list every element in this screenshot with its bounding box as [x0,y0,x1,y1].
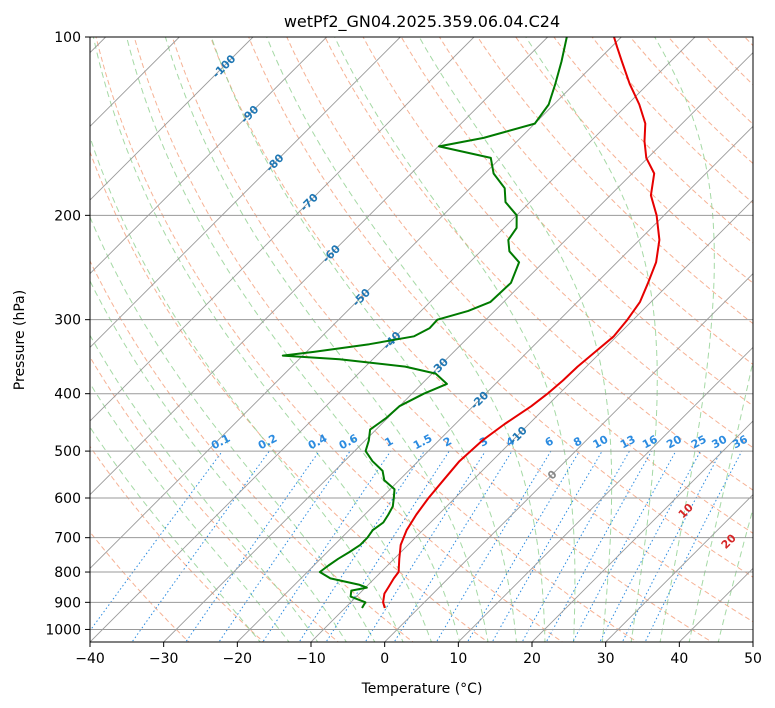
x-tick-label: 20 [523,651,541,667]
y-tick-label: 500 [54,444,81,460]
mixing-ratio-lines [90,450,743,642]
x-tick-label: 40 [670,651,688,667]
isotherm-line [605,494,753,642]
mixing-ratio-line [131,450,270,642]
mixing-ratio-line [466,450,580,642]
isotherm-line [384,273,753,642]
mixing-ratio-line [185,450,320,642]
x-tick-label: 0 [380,651,389,667]
mixing-ratio-line [393,450,513,642]
isotherm-line [163,52,753,642]
mixing-ratio-label: 10 [591,433,611,452]
x-tick-label: 30 [597,651,615,667]
dry-adiabat-line [171,37,713,642]
x-tick-label: −30 [149,651,179,667]
temperature-profile-line [382,37,661,609]
mixing-ratio-line [621,450,722,642]
mixing-ratio-label: 13 [618,433,638,452]
y-axis: 100 200 300 400 500 600 700 800 900 1000 [45,30,90,638]
y-tick-label: 700 [54,531,81,547]
plot-area [90,37,753,642]
isotherm-line [458,346,753,642]
mixing-ratio-line [599,450,701,642]
isotherm-line [90,37,475,422]
mixing-ratio-label: 20 [664,433,684,452]
mixing-ratio-line [325,450,450,642]
x-tick-label: −40 [75,651,105,667]
dry-adiabat-line [324,37,753,491]
mixing-ratio-line [262,450,392,642]
y-tick-label: 600 [54,491,81,507]
mixing-ratio-line [218,450,351,642]
plot-frame [89,36,754,643]
mixing-ratio-line [364,450,486,642]
y-tick-label: 1000 [45,622,81,638]
y-tick-label: 400 [54,387,81,403]
mixing-ratio-line [298,450,425,642]
y-tick-label: 100 [54,30,81,46]
isotherm-line [90,37,622,569]
x-axis-title: Temperature (°C) [361,681,483,697]
isotherm-line [237,125,753,642]
dry-adiabat-line [286,37,753,534]
dry-adiabat-line [438,37,753,366]
isotherm-line [90,37,327,275]
isotherm-line [310,199,753,642]
x-tick-label: −20 [223,651,253,667]
x-axis: −40 −30 −20 −10 0 10 20 30 40 50 [75,642,762,667]
pressure-gridlines [90,37,753,630]
dewpoint-profile-line [281,37,568,609]
dry-adiabat-line [90,150,489,642]
mixing-ratio-label: 30 [710,433,730,452]
y-tick-label: 800 [54,565,81,581]
chart-title: wetPf2_GN04.2025.359.06.04.C24 [284,12,560,32]
isotherm-line [90,37,401,348]
mixing-ratio-line [572,450,677,642]
y-tick-label: 200 [54,208,81,224]
mixing-ratio-label: 16 [640,433,660,452]
y-tick-label: 300 [54,313,81,329]
isotherms [90,37,753,642]
dry-adiabat-line [248,37,753,578]
mixing-ratio-line [90,450,223,632]
isotherm-line [531,420,753,642]
isotherm-line [90,37,254,201]
isotherm-line [90,37,548,496]
moist-adiabat-line [90,215,376,642]
x-tick-label: 10 [449,651,467,667]
y-tick-label: 900 [54,595,81,611]
mixing-ratio-label: 36 [730,433,750,452]
y-axis-title: Pressure (hPa) [12,290,28,390]
profile-series [281,37,661,609]
dry-adiabat-line [362,37,753,449]
x-tick-label: 50 [744,651,762,667]
mixing-ratio-label: 25 [689,433,709,452]
x-tick-label: −10 [296,651,326,667]
